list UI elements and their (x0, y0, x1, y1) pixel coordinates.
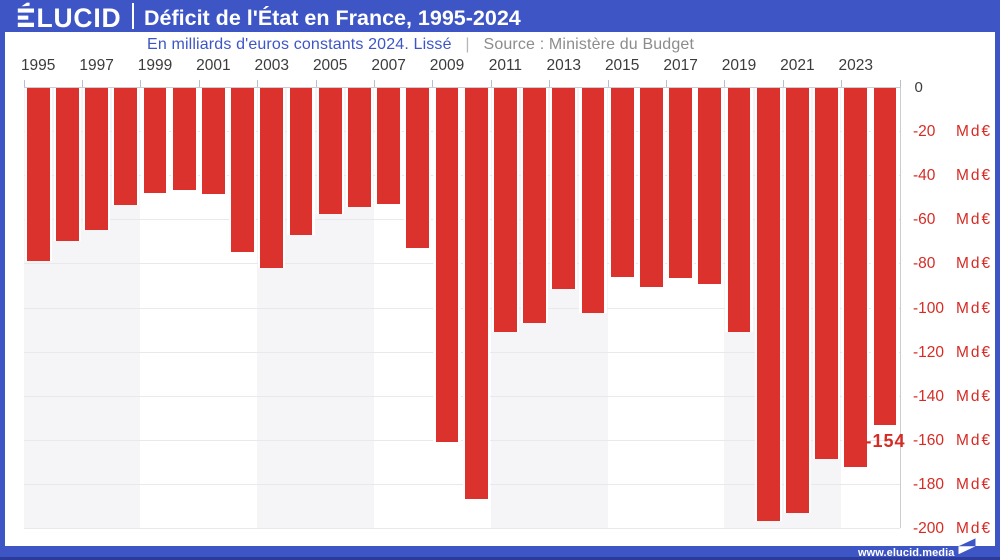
svg-text:LUCID: LUCID (37, 3, 122, 32)
